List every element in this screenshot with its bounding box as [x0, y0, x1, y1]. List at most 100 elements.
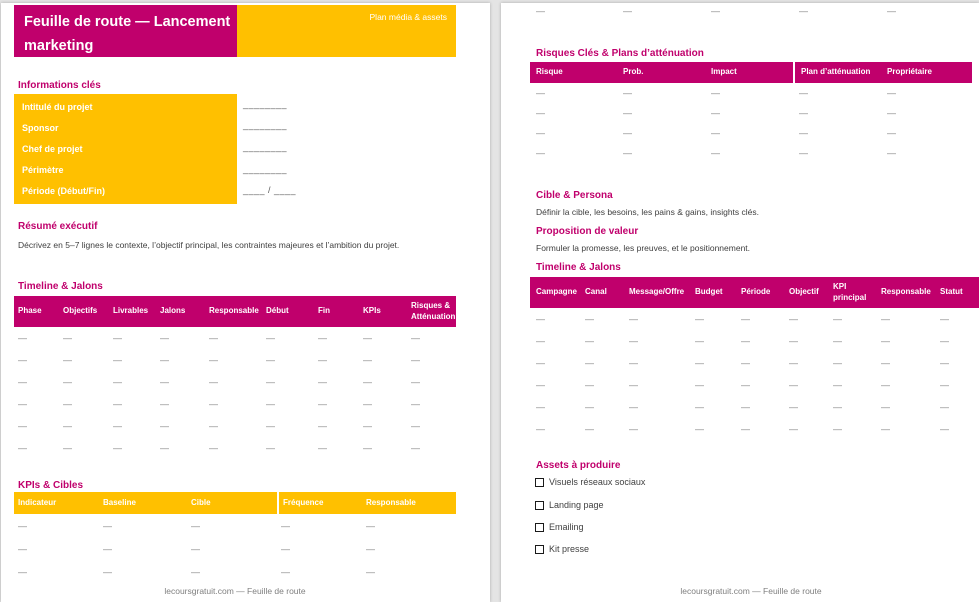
table-cell: — — [536, 128, 545, 138]
table-cell: — — [536, 424, 545, 434]
table-cell: — — [741, 358, 750, 368]
table-cell: — — [266, 377, 275, 387]
column-header: Canal — [585, 287, 607, 297]
table-cell: — — [103, 520, 112, 531]
column-header: Cible — [191, 497, 211, 507]
table-cell: — — [113, 443, 122, 453]
table-cell: — — [160, 421, 169, 431]
table-cell: — — [318, 377, 327, 387]
table-row: — — — — — — — — — — [14, 327, 456, 349]
table-cell: — — [411, 377, 420, 387]
table-cell: — — [711, 108, 720, 118]
checkbox-icon[interactable] — [535, 544, 544, 554]
table-cell: — — [623, 108, 632, 118]
table-row: — — — — — — — — — — [530, 352, 979, 374]
column-header: Fin — [318, 306, 330, 316]
table-cell: — — [789, 402, 798, 412]
table-cell: — — [711, 6, 720, 16]
checkbox-icon[interactable] — [535, 477, 544, 487]
table-header-row: Phase Objectifs Livrables Jalons Responsable… — [14, 296, 456, 327]
table-cell: — — [833, 358, 842, 368]
table-cell: — — [18, 520, 27, 531]
column-header: Statut — [940, 287, 963, 297]
table-cell: — — [799, 88, 808, 98]
table-cell: — — [799, 6, 808, 16]
table-cell: — — [366, 543, 375, 554]
column-header: Budget — [695, 287, 723, 297]
table-cell: — — [585, 402, 594, 412]
table-cell: — — [833, 402, 842, 412]
checkbox-icon[interactable] — [535, 522, 544, 532]
table-cell: — — [887, 128, 896, 138]
table-cell: — — [629, 402, 638, 412]
table-cell: — — [711, 88, 720, 98]
table-row: — — — — — — — — — — [14, 437, 456, 459]
table-cell: — — [536, 148, 545, 158]
table-cell: — — [266, 443, 275, 453]
document-page-2: — — — — — Risques Clés & Plans d’atténua… — [501, 3, 979, 602]
table-cell: — — [695, 358, 704, 368]
column-header: Risque — [536, 67, 563, 77]
table-cell: — — [113, 355, 122, 365]
table-cell: — — [366, 566, 375, 577]
blank-line: ________ — [243, 99, 288, 109]
column-header: Objectifs — [63, 306, 98, 316]
table-cell: — — [881, 424, 890, 434]
table-cell: — — [366, 520, 375, 531]
table-cell: — — [833, 314, 842, 324]
table-cell: — — [623, 128, 632, 138]
table-cell: — — [711, 128, 720, 138]
table-row: — — — — — — [14, 514, 456, 537]
table-cell: — — [266, 355, 275, 365]
column-header: Campagne — [536, 287, 577, 297]
table-cell: — — [18, 355, 27, 365]
checkbox-icon[interactable] — [535, 500, 544, 510]
table-cell: — — [585, 380, 594, 390]
table-cell: — — [363, 421, 372, 431]
table-cell: — — [160, 443, 169, 453]
table-row: — — — — — — — — — — [14, 393, 456, 415]
table-overflow-row: — — — — — — [530, 3, 972, 19]
table-cell: — — [63, 443, 72, 453]
table-cell: — — [63, 333, 72, 343]
asset-label: Kit presse — [549, 544, 590, 554]
column-header: Responsable — [881, 287, 931, 297]
column-header: Baseline — [103, 497, 136, 507]
column-header: Début — [266, 306, 289, 316]
column-header: Message/Offre — [629, 287, 685, 297]
table-cell: — — [695, 402, 704, 412]
asset-label: Visuels réseaux sociaux — [549, 477, 646, 487]
table-row: — — — — — — [530, 123, 972, 143]
table-cell: — — [209, 421, 218, 431]
table-cell: — — [209, 399, 218, 409]
table-cell: — — [940, 358, 949, 368]
table-cell: — — [209, 355, 218, 365]
table-cell: — — [536, 108, 545, 118]
table-cell: — — [585, 314, 594, 324]
column-header: Période — [741, 287, 771, 297]
table-cell: — — [103, 566, 112, 577]
table-cell: — — [411, 333, 420, 343]
column-header: KPIs — [363, 306, 381, 316]
table-cell: — — [318, 421, 327, 431]
table-cell: — — [536, 6, 545, 16]
table-cell: — — [266, 421, 275, 431]
table-row: — — — — — — — — — — [14, 371, 456, 393]
table-cell: — — [695, 424, 704, 434]
table-cell: — — [881, 402, 890, 412]
column-header: Livrables — [113, 306, 149, 316]
table-cell: — — [629, 314, 638, 324]
table-cell: — — [363, 355, 372, 365]
section-heading-informations: Informations clés — [18, 80, 101, 91]
table-cell: — — [63, 399, 72, 409]
table-cell: — — [363, 377, 372, 387]
asset-item: Visuels réseaux sociaux — [535, 477, 645, 487]
table-cell: — — [318, 355, 327, 365]
asset-item: Kit presse — [535, 544, 589, 554]
cible-body-text: Définir la cible, les besoins, les pains… — [536, 207, 759, 217]
table-cell: — — [209, 377, 218, 387]
table-cell: — — [789, 424, 798, 434]
table-cell: — — [585, 336, 594, 346]
table-row: — — — — — — — — — — [530, 374, 979, 396]
